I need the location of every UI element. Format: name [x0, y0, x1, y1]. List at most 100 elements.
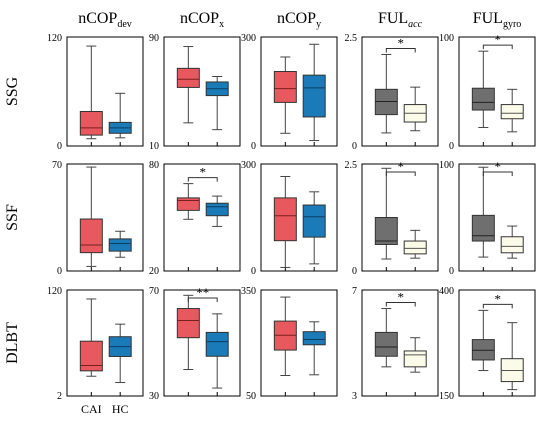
y-tick-label-min: 0 [57, 266, 62, 277]
box-cai [176, 46, 200, 124]
panel-ssf-ncop-y: 0 300 [241, 160, 338, 277]
box-body [205, 331, 229, 357]
panel-frame [66, 36, 144, 147]
category-label-cai: CAI [81, 402, 102, 416]
panel-dlbt-ncop-y: 50 350 [241, 286, 338, 402]
significance-label: * [398, 159, 405, 174]
box-body [273, 197, 297, 242]
box-cai [273, 175, 297, 268]
panel-ssg-ncop-y: 0 300 [241, 33, 338, 152]
panel-frame [163, 163, 241, 272]
box-hc [205, 313, 229, 389]
box-hc [500, 88, 524, 133]
box-body [176, 67, 200, 88]
box-body [302, 331, 326, 346]
box-body [471, 214, 495, 242]
row-label: SSF [4, 204, 21, 231]
significance-label: * [495, 32, 502, 47]
significance-bracket: * [187, 165, 218, 182]
box-body [500, 236, 524, 254]
column-title: nCOPy [277, 10, 321, 30]
significance-line [482, 171, 513, 176]
y-tick-label-min: 30 [149, 391, 159, 402]
box-cai [176, 183, 200, 220]
significance-bracket: * [385, 290, 416, 307]
box-body [500, 104, 524, 120]
column-title-main: FUL [473, 10, 503, 27]
panel-ssg-ful-acc: 0 2.5 * [345, 33, 439, 152]
box-cai [79, 166, 103, 267]
column-title-main: nCOP [180, 10, 219, 27]
box-cai [374, 53, 398, 134]
column-title-main: FUL [378, 10, 408, 27]
panel-frame [163, 289, 241, 397]
column-title-subscript: dev [117, 19, 131, 30]
box-body [79, 110, 103, 136]
significance-label: * [495, 291, 502, 306]
box-hc [403, 337, 427, 373]
box-body [205, 202, 229, 217]
y-tick-label-min: 50 [246, 391, 256, 402]
panel-frame [260, 163, 338, 272]
significance-line [482, 44, 513, 50]
box-cai [79, 298, 103, 377]
box-cai [374, 308, 398, 368]
y-tick-label-min: 10 [149, 141, 159, 152]
y-tick-label-max: 120 [47, 33, 62, 44]
significance-line [385, 171, 416, 176]
y-tick-label-max: 120 [47, 286, 62, 297]
box-body [176, 197, 200, 211]
y-tick-label-max: 7 [352, 286, 357, 297]
y-tick-label-max: 80 [149, 160, 159, 171]
significance-label: * [398, 35, 405, 50]
panel-frame [361, 289, 439, 397]
box-hc [108, 230, 132, 258]
significance-line [187, 177, 218, 182]
column-title: FULacc [378, 10, 423, 30]
panel-dlbt-ncop-dev: 2 120 [47, 286, 144, 402]
panel-frame [458, 163, 536, 272]
box-cai [273, 296, 297, 377]
y-tick-label-max: 70 [149, 286, 159, 297]
box-hc [302, 43, 326, 142]
box-body [79, 218, 103, 254]
box-body [79, 340, 103, 372]
box-hc [302, 191, 326, 265]
y-tick-label-max: 350 [241, 286, 256, 297]
panel-dlbt-ful-acc: 3 7 * [352, 286, 439, 402]
category-label-hc: HC [112, 402, 129, 416]
y-tick-label-min: 2 [57, 391, 62, 402]
significance-bracket: * [482, 159, 513, 176]
y-tick-label-min: 150 [439, 391, 454, 402]
panel-frame [163, 36, 241, 147]
significance-bracket: * [385, 35, 416, 53]
significance-line [385, 302, 416, 307]
panel-ssf-ful-gyro: 0 100 * [439, 159, 536, 277]
panel-frame [458, 289, 536, 397]
significance-line [187, 297, 218, 302]
box-body [471, 87, 495, 111]
box-body [108, 238, 132, 252]
panel-frame [458, 36, 536, 147]
significance-bracket: * [385, 159, 416, 176]
box-body [302, 74, 326, 118]
significance-label: * [495, 159, 502, 174]
panel-frame [260, 289, 338, 397]
y-tick-label-min: 3 [352, 391, 357, 402]
y-tick-label-max: 70 [52, 160, 62, 171]
panel-frame [361, 163, 439, 272]
box-hc [205, 76, 229, 131]
column-title-main: nCOP [78, 10, 117, 27]
panel-ssf-ful-acc: 0 2.5 * [345, 159, 439, 277]
y-tick-label-max: 100 [439, 160, 454, 171]
panel-frame [260, 36, 338, 147]
column-title-subscript: y [316, 19, 321, 30]
box-cai [471, 309, 495, 372]
y-tick-label-min: 0 [449, 266, 454, 277]
column-title-main: nCOP [277, 10, 316, 27]
panel-frame [361, 36, 439, 147]
significance-bracket: * [482, 291, 513, 309]
box-cai [79, 45, 103, 140]
y-tick-label-max: 2.5 [345, 160, 358, 171]
